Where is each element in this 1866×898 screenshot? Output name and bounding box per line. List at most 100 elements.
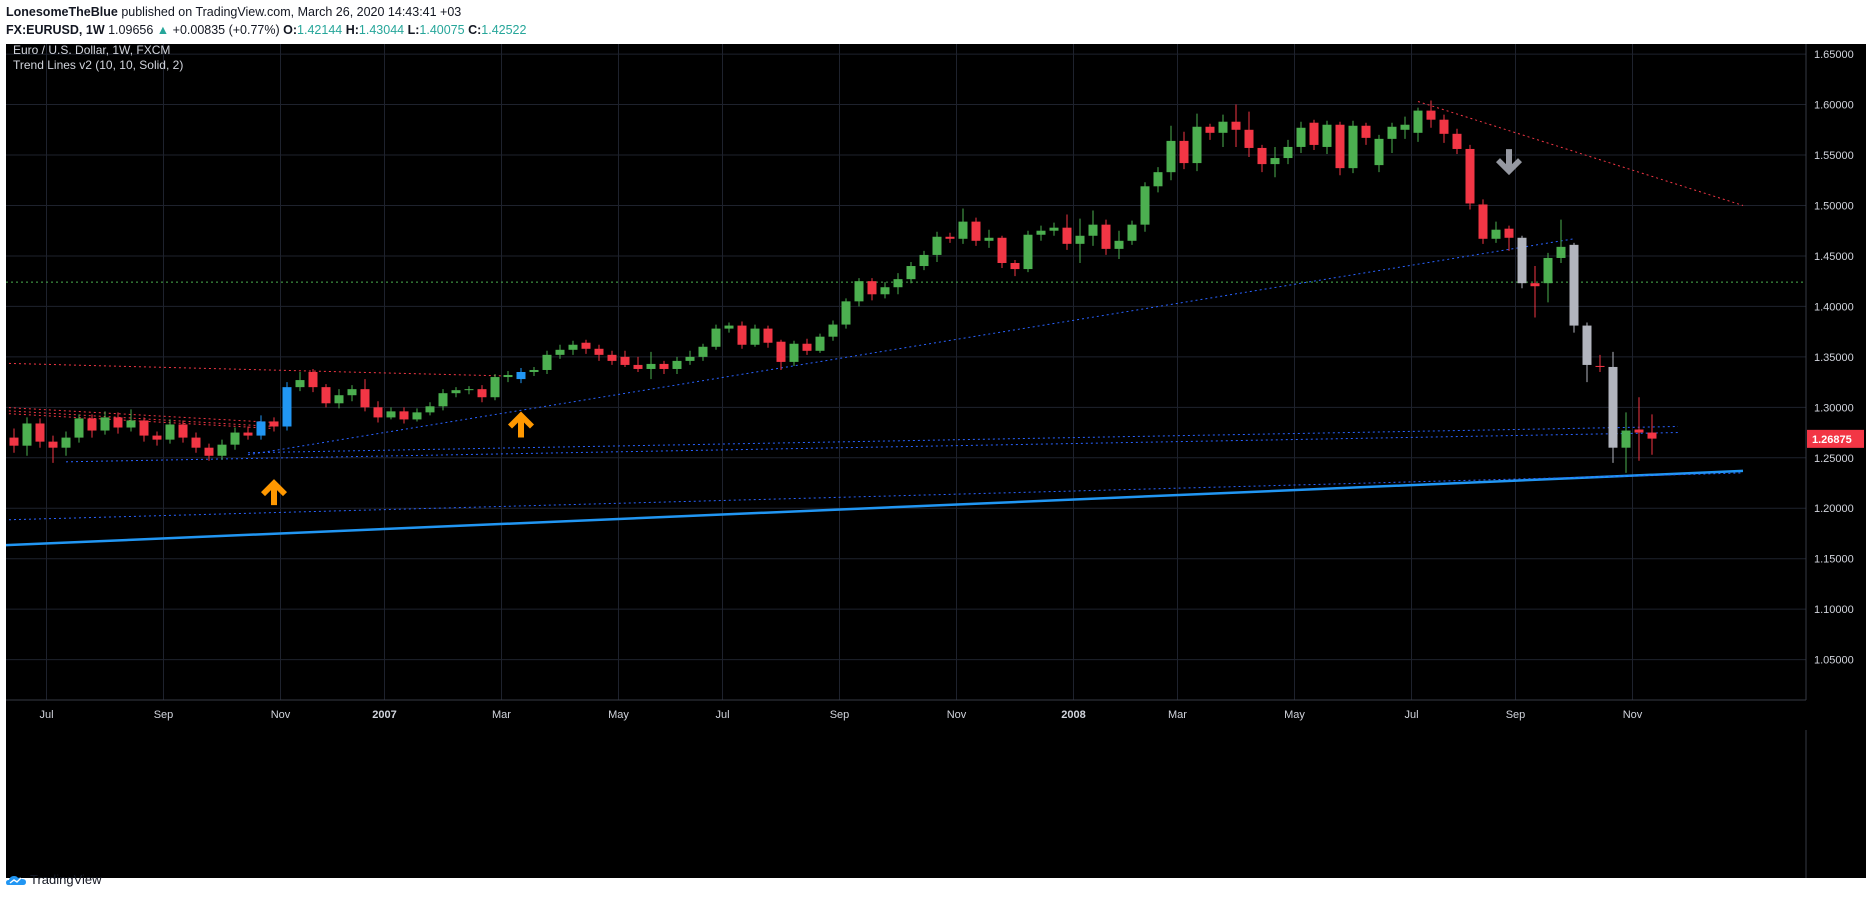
candle-body bbox=[22, 423, 32, 446]
candle-body bbox=[711, 328, 721, 347]
last-price-label: 1.26875 bbox=[1812, 434, 1852, 446]
candle-body bbox=[1088, 224, 1098, 236]
candle-body bbox=[490, 377, 500, 398]
candle-body bbox=[1478, 204, 1488, 239]
candle-body bbox=[126, 420, 136, 428]
candle-body bbox=[35, 423, 45, 442]
candle-body bbox=[971, 221, 981, 241]
candle-body bbox=[1179, 140, 1189, 164]
time-tick-label: Sep bbox=[830, 709, 850, 721]
candle-body bbox=[763, 328, 773, 343]
arrow-up-icon bbox=[261, 479, 287, 506]
chart-legend-title: Euro / U.S. Dollar, 1W, FXCM bbox=[13, 44, 170, 57]
candle-body bbox=[906, 266, 916, 280]
candle-body bbox=[1621, 430, 1631, 448]
candle-body bbox=[672, 360, 682, 369]
price-axis[interactable]: 1.05000 1.10000 1.15000 1.20000 1.25000 1.300… bbox=[1814, 49, 1854, 667]
candle-body bbox=[295, 380, 305, 388]
price-chart[interactable]: 1.05000 1.10000 1.15000 1.20000 1.25000 1.300… bbox=[6, 44, 1866, 878]
candle-body bbox=[191, 437, 201, 448]
candle-body bbox=[269, 421, 279, 427]
candlestick-series[interactable] bbox=[9, 100, 1657, 473]
price-axis-panel[interactable] bbox=[1806, 44, 1866, 878]
footer: TradingView bbox=[6, 872, 102, 887]
price-tick-label: 1.05000 bbox=[1814, 655, 1854, 667]
candle-body bbox=[685, 356, 695, 361]
candle-body bbox=[1049, 227, 1059, 231]
tradingview-brand[interactable]: TradingView bbox=[30, 872, 102, 887]
candle-body bbox=[1231, 121, 1241, 130]
trend-line-resistance bbox=[6, 410, 275, 427]
time-axis-panel[interactable] bbox=[6, 700, 1866, 730]
low-value: 1.40075 bbox=[419, 23, 465, 37]
price-tick-label: 1.10000 bbox=[1814, 604, 1854, 616]
candle-body bbox=[529, 369, 539, 372]
author-name[interactable]: LonesomeTheBlue bbox=[6, 5, 118, 19]
candle-body bbox=[1647, 432, 1657, 439]
candle-body bbox=[334, 395, 344, 404]
candle-body bbox=[1543, 257, 1553, 284]
price-tick-label: 1.15000 bbox=[1814, 554, 1854, 566]
time-tick-label: Nov bbox=[947, 709, 967, 721]
candle-body bbox=[1075, 235, 1085, 244]
candle-body bbox=[48, 441, 58, 448]
chart-grid bbox=[6, 44, 1806, 700]
trend-line-resistance bbox=[1417, 101, 1744, 206]
trend-line-support-thin bbox=[247, 238, 1575, 456]
time-axis[interactable]: Jul Sep Nov 2007 Mar May Jul Sep Nov 2008 Mar May Ju… bbox=[39, 709, 1642, 721]
candle-body bbox=[204, 447, 214, 456]
price-tick-label: 1.60000 bbox=[1814, 100, 1854, 112]
price-tick-label: 1.45000 bbox=[1814, 251, 1854, 263]
price-tick-label: 1.55000 bbox=[1814, 150, 1854, 162]
candle-body bbox=[568, 344, 578, 350]
candle-body bbox=[1504, 228, 1514, 238]
candle-body bbox=[984, 237, 994, 241]
candle-body bbox=[854, 281, 864, 302]
candle-body bbox=[113, 417, 123, 428]
high-value: 1.43044 bbox=[358, 23, 405, 37]
candle-body bbox=[74, 418, 84, 438]
price-tick-label: 1.40000 bbox=[1814, 301, 1854, 313]
signal-arrows bbox=[261, 149, 1522, 506]
candle-body bbox=[1296, 127, 1306, 147]
candle-body bbox=[1374, 138, 1384, 166]
trend-line-support-thin bbox=[65, 432, 1679, 463]
candle-body bbox=[282, 387, 292, 427]
candle-body bbox=[1114, 240, 1124, 249]
candle-body bbox=[646, 363, 656, 369]
candle-body bbox=[399, 411, 409, 420]
trend-line-support-thin bbox=[6, 472, 1744, 521]
candle-body bbox=[1062, 227, 1072, 244]
candle-body bbox=[412, 412, 422, 420]
candle-body bbox=[451, 390, 461, 394]
time-tick-label: 2007 bbox=[372, 709, 396, 721]
published-info: published on TradingView.com, March 26, … bbox=[121, 5, 462, 19]
candle-body bbox=[542, 354, 552, 370]
candle-body bbox=[386, 411, 396, 418]
candle-body bbox=[87, 418, 97, 431]
candle-body bbox=[1218, 121, 1228, 133]
candle-body bbox=[620, 356, 630, 365]
time-tick-label: Jul bbox=[1404, 709, 1418, 721]
candle-body bbox=[1283, 146, 1293, 159]
candle-body bbox=[880, 287, 890, 295]
close-label: C: bbox=[468, 23, 482, 37]
candle-body bbox=[217, 444, 227, 456]
trend-line-resistance bbox=[6, 406, 275, 423]
candle-body bbox=[1439, 119, 1449, 134]
last-price: 1.09656 bbox=[108, 23, 154, 37]
candle-body bbox=[815, 336, 825, 351]
candle-body bbox=[464, 389, 474, 391]
candle-body bbox=[1322, 124, 1332, 147]
candle-body bbox=[1413, 110, 1423, 133]
trend-line-support-main bbox=[6, 469, 1744, 547]
candle-body bbox=[1166, 140, 1176, 173]
candle-body bbox=[1023, 234, 1033, 270]
tradingview-logo-icon[interactable] bbox=[6, 874, 26, 886]
candle-body bbox=[607, 354, 617, 361]
candle-body bbox=[347, 389, 357, 396]
time-tick-label: May bbox=[608, 709, 629, 721]
time-tick-label: Nov bbox=[1623, 709, 1643, 721]
candle-body bbox=[633, 364, 643, 369]
candle-body bbox=[1387, 126, 1397, 139]
